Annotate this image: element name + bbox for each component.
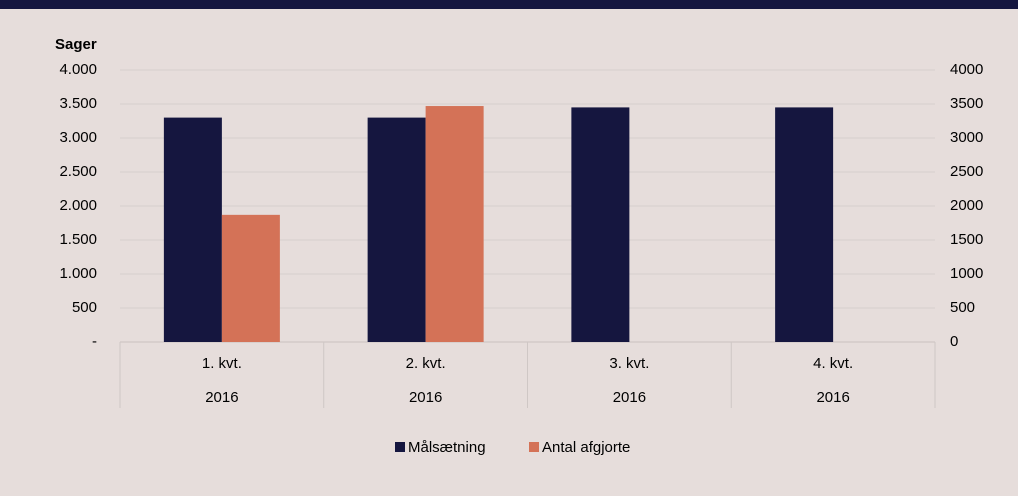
y2-tick-label: 1000 bbox=[950, 265, 983, 282]
y2-tick-label: 4000 bbox=[950, 61, 983, 78]
x-tick-label: 4. kvt. bbox=[813, 355, 853, 372]
y-tick-label: 3.000 bbox=[59, 129, 97, 146]
y-tick-label: 2.500 bbox=[59, 163, 97, 180]
y2-tick-label: 1500 bbox=[950, 231, 983, 248]
legend-label: Antal afgjorte bbox=[542, 439, 630, 456]
bar bbox=[163, 117, 222, 342]
bar bbox=[425, 106, 484, 342]
y2-tick-label: 3000 bbox=[950, 129, 983, 146]
y2-tick-label: 0 bbox=[950, 333, 958, 350]
y-tick-label: 4.000 bbox=[59, 61, 97, 78]
header-band bbox=[0, 0, 1018, 9]
x-group-label: 2016 bbox=[409, 389, 442, 406]
x-tick-label: 2. kvt. bbox=[406, 355, 446, 372]
y-tick-label: 1.500 bbox=[59, 231, 97, 248]
y-tick-label: - bbox=[92, 333, 97, 350]
y2-tick-label: 500 bbox=[950, 299, 975, 316]
x-group-label: 2016 bbox=[816, 389, 849, 406]
y2-tick-label: 2000 bbox=[950, 197, 983, 214]
x-tick-label: 1. kvt. bbox=[202, 355, 242, 372]
y2-tick-label: 3500 bbox=[950, 95, 983, 112]
y-tick-label: 1.000 bbox=[59, 265, 97, 282]
y2-tick-label: 2500 bbox=[950, 163, 983, 180]
bar bbox=[221, 214, 280, 342]
y-axis-label: Sager bbox=[55, 36, 97, 53]
y-tick-label: 3.500 bbox=[59, 95, 97, 112]
y-tick-label: 2.000 bbox=[59, 197, 97, 214]
legend-swatch bbox=[395, 442, 405, 452]
x-group-label: 2016 bbox=[613, 389, 646, 406]
bar bbox=[775, 107, 834, 343]
legend-label: Målsætning bbox=[408, 439, 486, 456]
x-group-label: 2016 bbox=[205, 389, 238, 406]
y-tick-label: 500 bbox=[72, 299, 97, 316]
bar bbox=[367, 117, 426, 342]
bar bbox=[571, 107, 630, 343]
x-tick-label: 3. kvt. bbox=[609, 355, 649, 372]
legend-swatch bbox=[529, 442, 539, 452]
